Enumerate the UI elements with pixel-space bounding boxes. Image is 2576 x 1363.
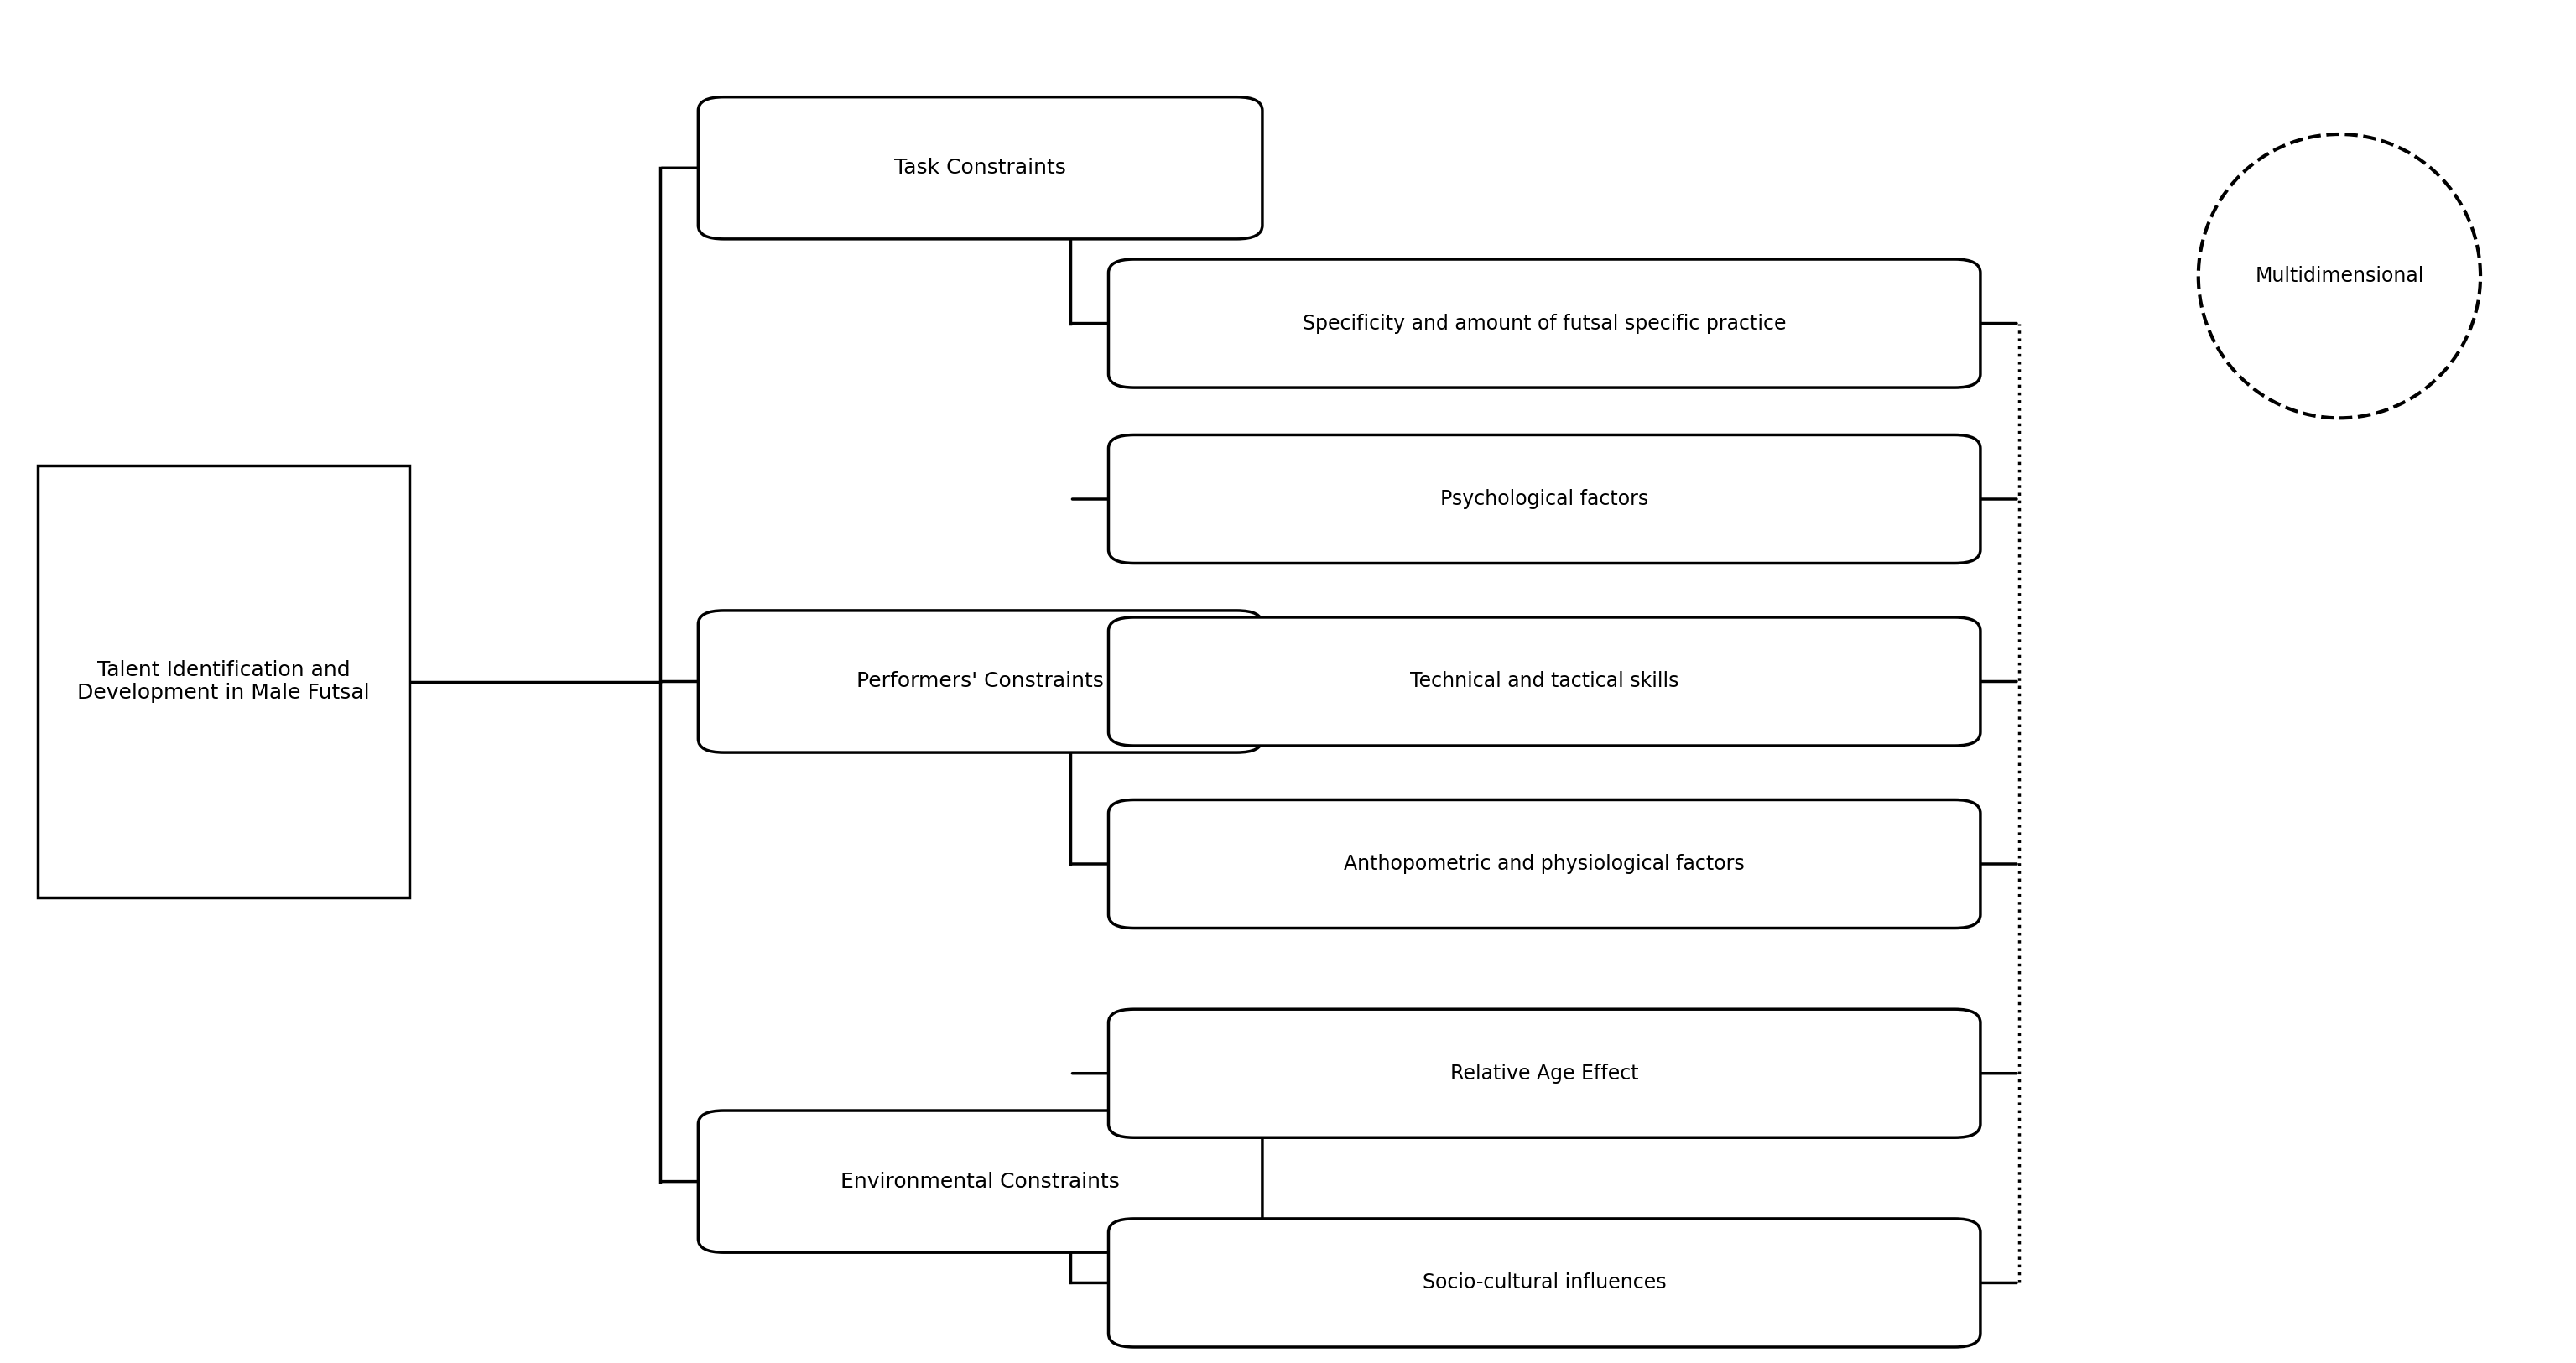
FancyBboxPatch shape <box>39 465 410 898</box>
Text: Talent Identification and
Development in Male Futsal: Talent Identification and Development in… <box>77 660 371 703</box>
Text: Multidimensional: Multidimensional <box>2254 266 2424 286</box>
Text: Environmental Constraints: Environmental Constraints <box>840 1171 1121 1191</box>
FancyBboxPatch shape <box>1108 1009 1981 1138</box>
FancyBboxPatch shape <box>1108 1219 1981 1347</box>
Text: Relative Age Effect: Relative Age Effect <box>1450 1063 1638 1084</box>
Text: Technical and tactical skills: Technical and tactical skills <box>1409 672 1680 691</box>
FancyBboxPatch shape <box>698 97 1262 239</box>
Text: Anthopometric and physiological factors: Anthopometric and physiological factors <box>1345 853 1744 874</box>
FancyBboxPatch shape <box>1108 800 1981 928</box>
Text: Socio-cultural influences: Socio-cultural influences <box>1422 1273 1667 1293</box>
Text: Specificity and amount of futsal specific practice: Specificity and amount of futsal specifi… <box>1303 313 1785 334</box>
FancyBboxPatch shape <box>1108 259 1981 387</box>
Text: Psychological factors: Psychological factors <box>1440 489 1649 510</box>
FancyBboxPatch shape <box>698 1111 1262 1253</box>
FancyBboxPatch shape <box>1108 435 1981 563</box>
FancyBboxPatch shape <box>698 611 1262 752</box>
Text: Task Constraints: Task Constraints <box>894 158 1066 179</box>
Text: Performers' Constraints: Performers' Constraints <box>858 672 1105 691</box>
FancyBboxPatch shape <box>1108 617 1981 746</box>
